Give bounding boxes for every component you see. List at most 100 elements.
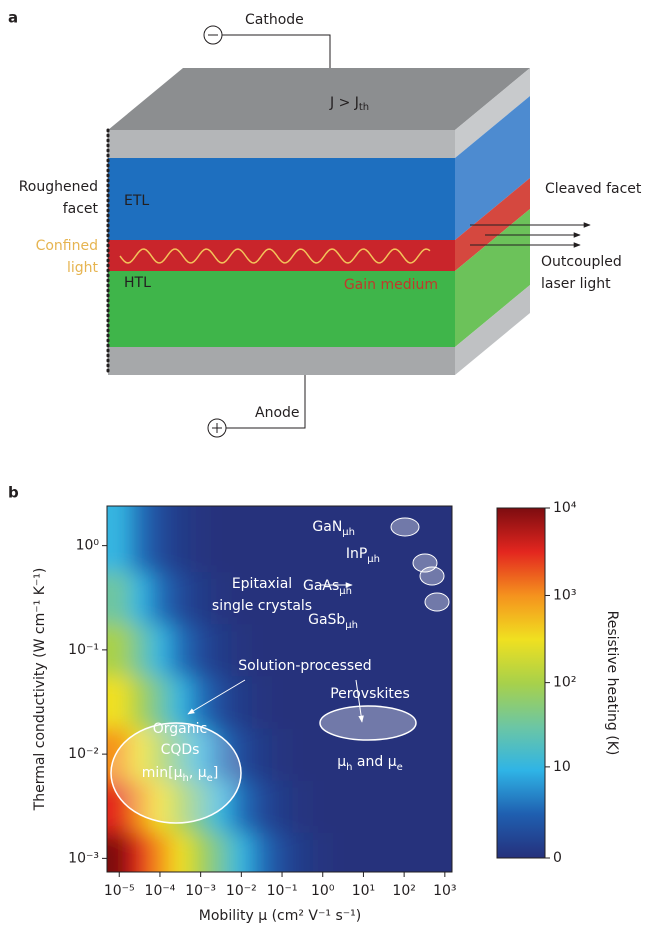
- annotation-part: GaSb: [308, 612, 345, 628]
- heat-cell: [414, 624, 435, 677]
- heat-cell: [414, 780, 435, 833]
- annotation-part: μh: [345, 620, 358, 631]
- heat-cell: [272, 466, 293, 572]
- heat-cell: [170, 572, 191, 625]
- annotation: Solution-processed: [238, 658, 371, 674]
- annotation-part: Solution-processed: [238, 658, 371, 674]
- outcoupled-label: laser light: [541, 276, 611, 292]
- heat-cell: [170, 466, 191, 572]
- annotation-part: InP: [346, 546, 367, 562]
- facet-label: facet: [63, 201, 99, 217]
- annotation-part: Organic: [153, 721, 207, 737]
- perovskite-region: [320, 706, 416, 740]
- annotation-part: , μ: [189, 765, 207, 781]
- material-region: [391, 518, 419, 536]
- heat-cell: [292, 728, 313, 781]
- etl-layer: [108, 158, 455, 240]
- heat-cell: [414, 728, 435, 781]
- x-tick-label: 10⁻³: [185, 883, 216, 899]
- heatmap-clip: [67, 466, 493, 913]
- colorbar-tick-label: 10²: [553, 675, 576, 691]
- cathode-label: Cathode: [245, 12, 304, 28]
- heat-cell: [150, 572, 171, 625]
- heat-cell: [211, 624, 232, 677]
- material-region: [425, 593, 449, 611]
- y-tick-label: 10⁻³: [68, 850, 99, 866]
- annotation-part: μh: [339, 586, 352, 597]
- panel-a: a Cathode J > Jth ETL HTL Gain medium Ro…: [8, 9, 642, 438]
- annotation-part: ]: [213, 765, 218, 781]
- x-tick-label: 10⁻⁵: [104, 883, 135, 899]
- heat-cell: [252, 780, 273, 833]
- heat-cell: [272, 780, 293, 833]
- heat-cell: [313, 780, 334, 833]
- annotation: CQDs: [161, 742, 200, 758]
- heat-cell: [190, 572, 211, 625]
- anode-label: Anode: [255, 405, 300, 421]
- x-tick-label: 10⁻⁴: [145, 883, 176, 899]
- heat-cell: [435, 676, 493, 729]
- annotation-part: μ: [337, 754, 346, 770]
- heat-cell: [252, 676, 273, 729]
- heat-cell: [292, 676, 313, 729]
- etl-label: ETL: [124, 193, 149, 209]
- heat-cell: [129, 466, 150, 572]
- heat-cell: [129, 572, 150, 625]
- heat-cell: [353, 572, 374, 625]
- heat-cell: [394, 572, 415, 625]
- heat-cell: [435, 466, 493, 572]
- colorbar: [497, 508, 545, 858]
- colorbar-tick-label: 10³: [553, 587, 576, 603]
- heat-cell: [374, 780, 395, 833]
- heat-cell: [67, 572, 130, 625]
- heat-cell: [211, 676, 232, 729]
- colorbar-tick-label: 0: [553, 850, 562, 866]
- heat-cell: [252, 466, 273, 572]
- material-region: [420, 567, 444, 585]
- heat-cell: [190, 466, 211, 572]
- annotation-part: and μ: [352, 754, 396, 770]
- figure: a Cathode J > Jth ETL HTL Gain medium Ro…: [0, 0, 662, 929]
- colorbar-label: Resistive heating (K): [604, 611, 620, 756]
- x-tick-label: 10⁻²: [226, 883, 257, 899]
- y-tick-label: 10⁻²: [68, 746, 99, 762]
- heat-cell: [190, 624, 211, 677]
- heat-cell: [231, 466, 252, 572]
- heat-cell: [394, 624, 415, 677]
- annotation: Perovskites: [330, 686, 410, 702]
- gain-label: Gain medium: [344, 277, 438, 293]
- heat-cell: [272, 728, 293, 781]
- annotation-part: GaAs: [303, 578, 339, 594]
- heat-cell: [272, 676, 293, 729]
- x-axis-label: Mobility μ (cm² V⁻¹ s⁻¹): [199, 908, 361, 924]
- heat-cell: [150, 466, 171, 572]
- annotation: single crystals: [212, 598, 312, 614]
- heat-cell: [252, 728, 273, 781]
- annotation-part: μh: [342, 527, 355, 538]
- heat-cell: [394, 780, 415, 833]
- annotation-part: single crystals: [212, 598, 312, 614]
- y-axis-label: Thermal conductivity (W cm⁻¹ K⁻¹): [32, 568, 48, 812]
- heat-cell: [231, 676, 252, 729]
- x-tick-label: 10¹: [352, 883, 375, 899]
- light-label: light: [67, 260, 99, 276]
- heat-cell: [170, 624, 191, 677]
- x-tick-label: 10⁻¹: [267, 883, 298, 899]
- cleaved-label: Cleaved facet: [545, 181, 642, 197]
- annotation-part: CQDs: [161, 742, 200, 758]
- panel-label: b: [8, 484, 19, 502]
- heat-cell: [67, 466, 130, 572]
- heat-cell: [313, 728, 334, 781]
- annotation-part: Epitaxial: [232, 576, 292, 592]
- heat-cell: [435, 780, 493, 833]
- heat-cell: [211, 466, 232, 572]
- x-tick-label: 10³: [433, 883, 456, 899]
- heat-cell: [150, 624, 171, 677]
- annotation-part: GaN: [312, 519, 342, 535]
- heatmap: [67, 466, 493, 913]
- y-tick-label: 10⁰: [76, 538, 100, 554]
- heat-cell: [129, 676, 150, 729]
- colorbar-tick-label: 10: [553, 759, 571, 775]
- x-tick-label: 10²: [392, 883, 415, 899]
- annotation-part: min[μ: [142, 765, 183, 781]
